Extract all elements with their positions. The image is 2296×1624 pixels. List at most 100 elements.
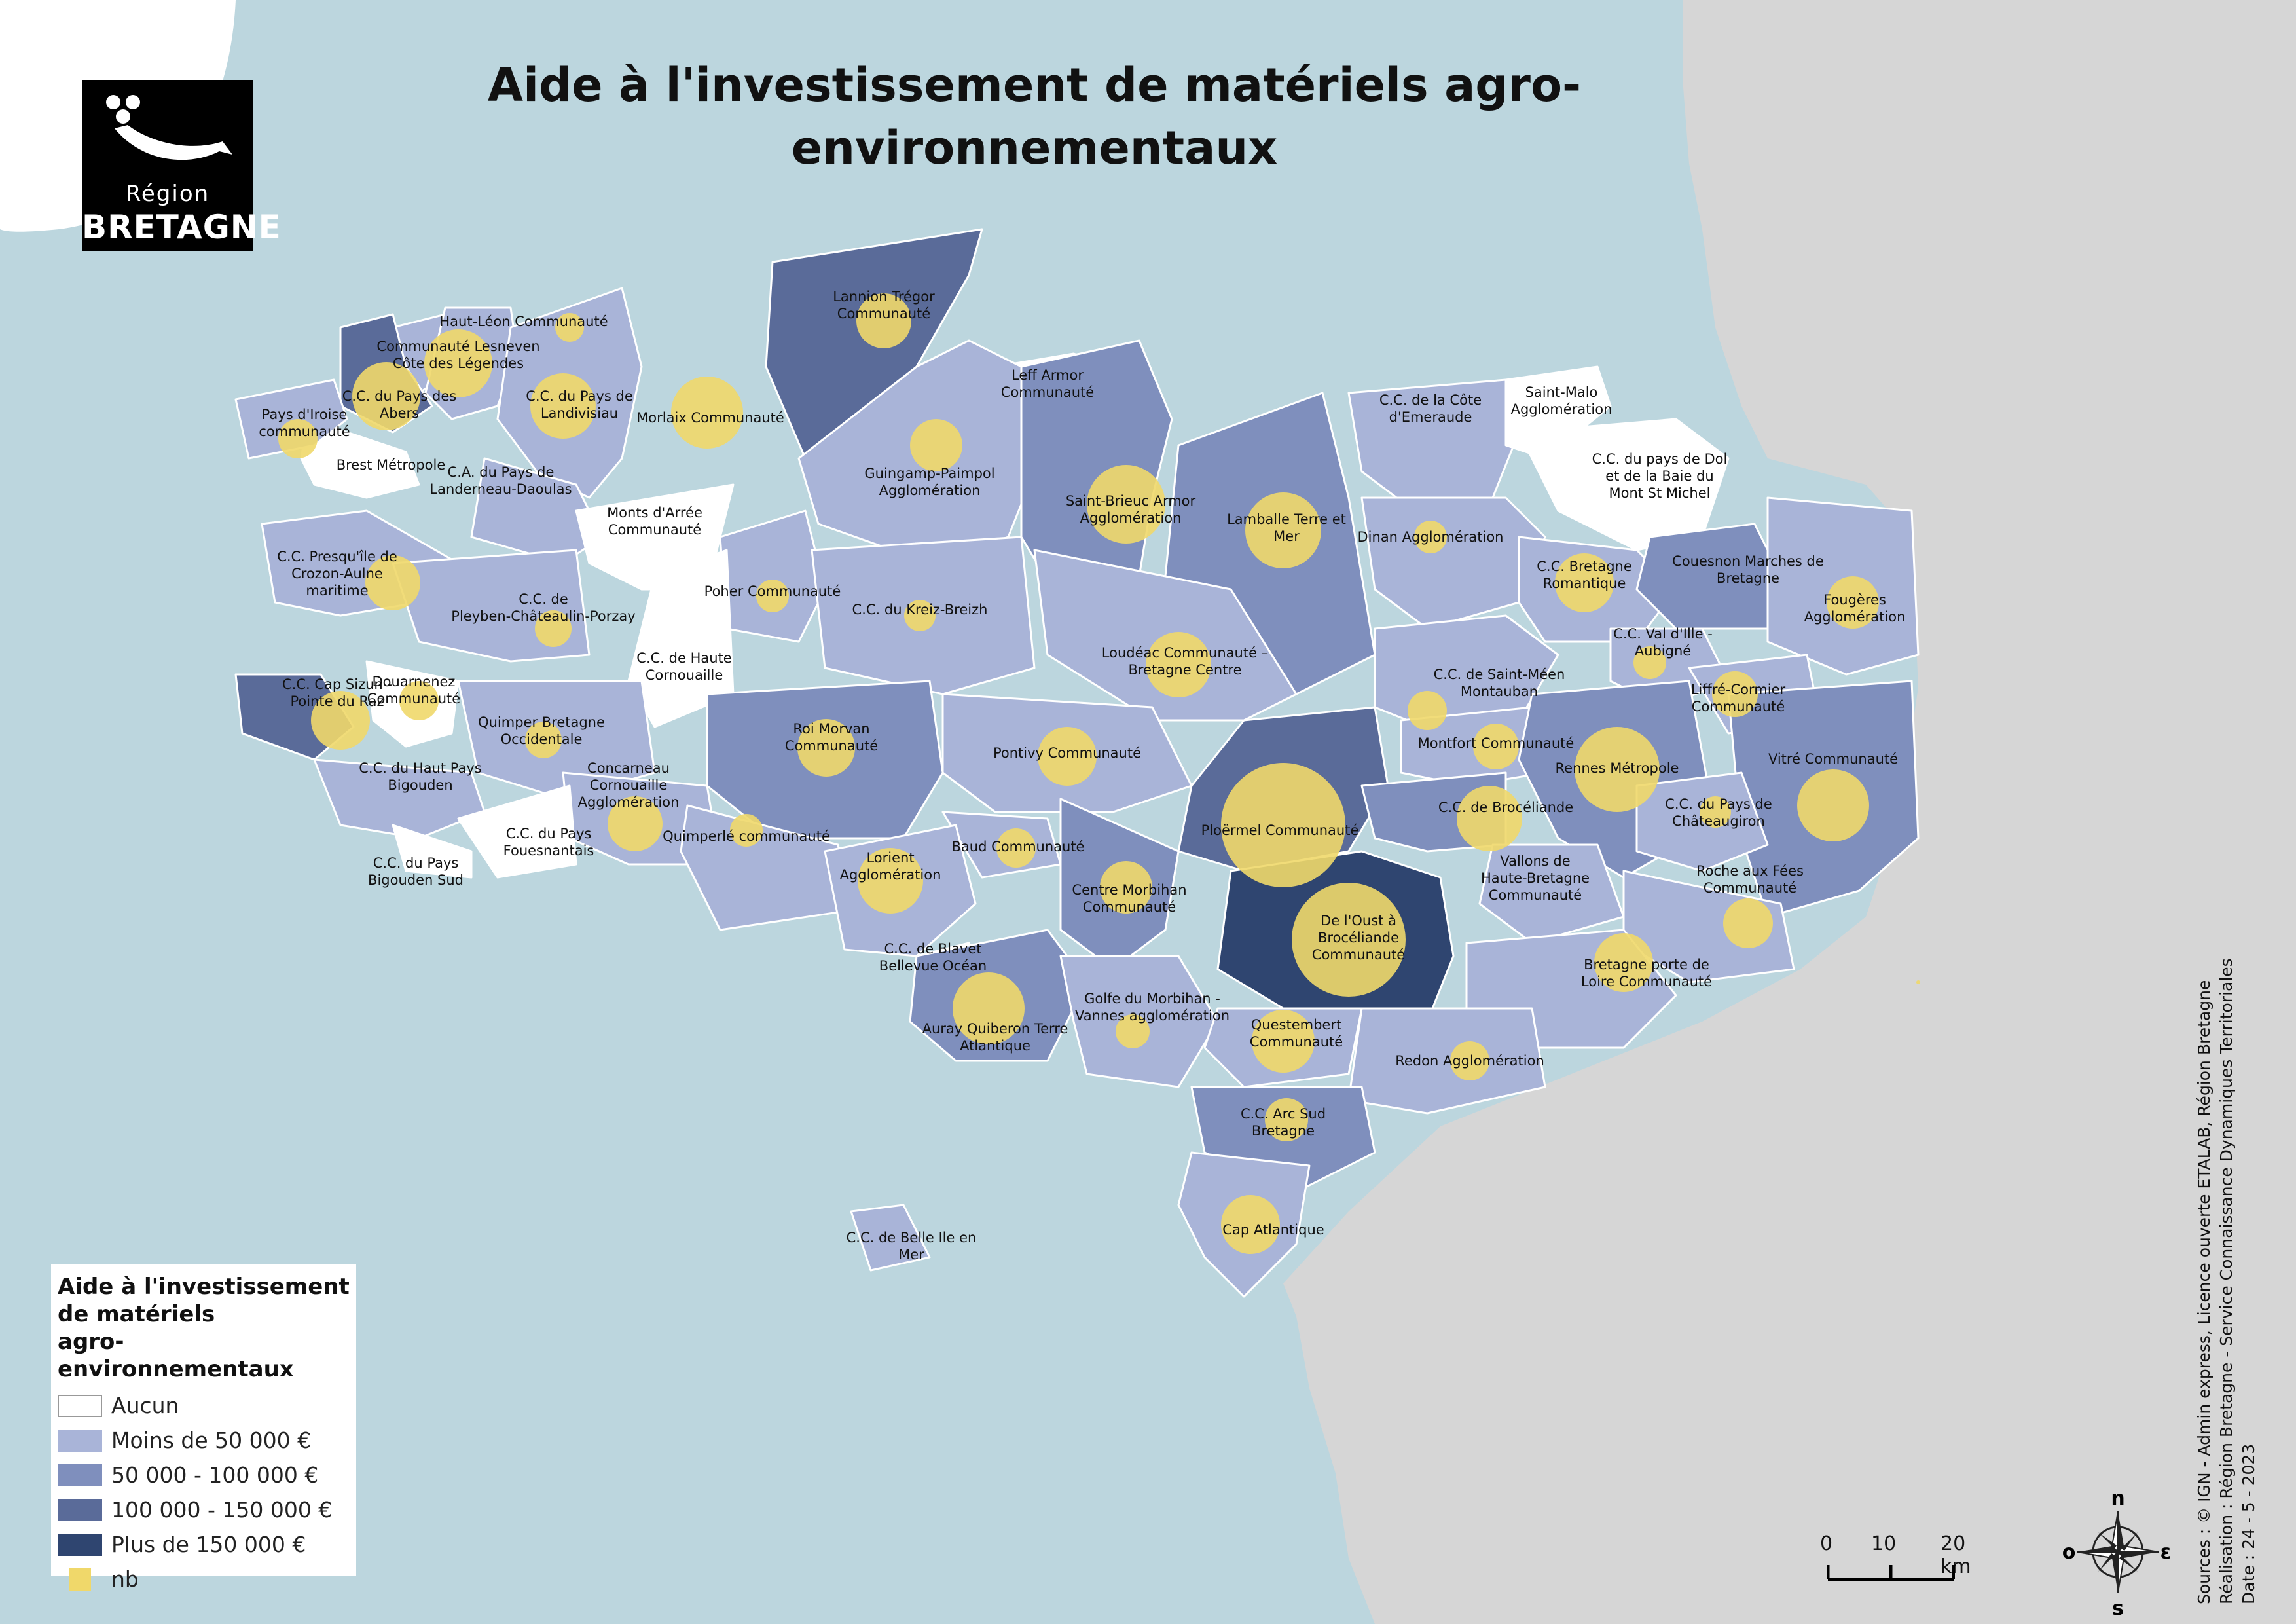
epci-label-line: Centre Morbihan (1072, 882, 1186, 898)
epci-label-line: Loudéac Communauté – (1102, 645, 1268, 661)
nb-bubble (1408, 691, 1447, 730)
epci-label-line: Couesnon Marches de (1672, 553, 1824, 569)
epci-label-line: Cornouaille (646, 667, 723, 683)
epci-region (392, 824, 473, 879)
epci-label-line: Landivisiau (541, 405, 618, 421)
epci-label-line: Pontivy Communauté (993, 745, 1141, 761)
epci-label: C.C. du Pays de Châteaugiron (1665, 796, 1772, 829)
epci-label-line: Liffré-Cormier (1691, 682, 1786, 697)
nb-bubble (910, 419, 962, 471)
nb-bubbles (278, 293, 1920, 1254)
nb-bubble (1575, 727, 1660, 812)
epci-label-line: Agglomération (1511, 401, 1613, 417)
epci-label-line: Poher Communauté (704, 583, 841, 599)
epci-label-line: Agglomération (840, 867, 941, 883)
epci-label: Roche aux Fées Communauté (1696, 863, 1804, 896)
epci-label: C.C. du Pays de Landivisiau (526, 388, 633, 421)
legend: Aide à l'investissement de matériels agr… (51, 1264, 356, 1592)
epci-label: Communauté Lesneven Côte des Légendes (376, 339, 539, 371)
epci-region (850, 1204, 931, 1272)
epci-label: C.C. du Kreiz-Breizh (852, 602, 988, 618)
epci-label: Vitré Communauté (1768, 751, 1898, 767)
epci-label-line: Questembert (1251, 1017, 1341, 1033)
outside-land (1283, 0, 2296, 1624)
epci-label: Lannion Trégor Communauté (833, 289, 935, 322)
epci-label-line: Crozon-Aulne (291, 566, 383, 581)
nb-bubble (1265, 1098, 1308, 1141)
legend-swatch (69, 1568, 91, 1591)
legend-swatch (58, 1533, 102, 1556)
legend-label: 50 000 - 100 000 € (111, 1462, 319, 1488)
epci-label-line: Bretagne Centre (1128, 662, 1241, 678)
nb-bubble (399, 681, 439, 720)
date-line: Date : 24 - 5 - 2023 (2239, 1443, 2258, 1604)
epci-label: Lorient Agglomération (840, 850, 941, 883)
nb-bubble (278, 419, 318, 458)
nb-bubble (1797, 769, 1869, 841)
epci-label-line: Communauté (608, 522, 701, 538)
epci-label-line: C.C. Val d'Ille - (1613, 626, 1713, 642)
nb-bubble (555, 313, 584, 342)
epci-label-line: Auray Quiberon Terre (922, 1021, 1068, 1037)
epci-label-line: Quimperlé communauté (663, 828, 830, 844)
epci-label-line: Haut-Léon Communauté (439, 314, 608, 329)
epci-label-line: Montfort Communauté (1418, 735, 1575, 751)
legend-item: Moins de 50 000 € (58, 1423, 350, 1458)
nb-bubble (1245, 492, 1321, 568)
nb-bubble (535, 610, 572, 647)
epci-label-line: Loire Communauté (1581, 974, 1712, 989)
compass-n: n (2111, 1487, 2124, 1510)
epci-label-line: Cornouaille (590, 777, 668, 793)
sources-text: Sources : © IGN - Admin express, Licence… (2193, 897, 2260, 1604)
epci-label-line: Côte des Légendes (393, 356, 524, 371)
epci-label-line: Communauté (1704, 880, 1796, 896)
epci-label: Golfe du Morbihan - Vannes agglomération (1075, 991, 1230, 1024)
epci-label: Quimper Bretagne Occidentale (478, 714, 605, 747)
legend-item: 100 000 - 150 000 € (58, 1492, 350, 1527)
epci-label-line: C.C. du Haut Pays (359, 760, 482, 776)
epci-label-line: Ploërmel Communauté (1201, 822, 1359, 838)
epci-label-line: Rennes Métropole (1556, 760, 1679, 776)
epci-label: Roi Morvan Communauté (785, 721, 878, 754)
scale-label-0: 0 (1820, 1532, 1833, 1555)
legend-title: Aide à l'investissement de matériels agr… (58, 1273, 350, 1383)
epci-label-line: Monts d'Arrée (607, 505, 702, 521)
epci-region (470, 457, 604, 564)
epci-label: Fougères Agglomération (1804, 592, 1906, 625)
epci-label: Montfort Communauté (1418, 735, 1575, 751)
logo-region-text: Région (125, 181, 210, 207)
epci-label-line: C.C. de Saint-Méen (1434, 667, 1565, 682)
legend-label: Plus de 150 000 € (111, 1532, 306, 1557)
epci-label: Loudéac Communauté – Bretagne Centre (1102, 645, 1268, 678)
scale-label-20: 20 km (1941, 1532, 1971, 1578)
compass-s: s (2112, 1597, 2124, 1617)
nb-bubble (1414, 521, 1447, 553)
epci-label-line: communauté (259, 424, 350, 439)
epci-label: Cap Atlantique (1222, 1222, 1324, 1238)
epci-label-line: Saint-Malo (1525, 384, 1598, 400)
epci-label-line: Roi Morvan (793, 721, 869, 737)
legend-swatch (58, 1394, 102, 1417)
epci-region (457, 784, 577, 879)
epci-label: Redon Agglomération (1395, 1053, 1544, 1069)
epci-label: C.C. de Saint-Méen Montauban (1434, 667, 1565, 699)
epci-label-line: Pointe du Raz (290, 693, 384, 709)
epci-label: C.C. du Haut Pays Bigouden (359, 760, 482, 793)
epci-label: C.C. de Pleyben-Châteaulin-Porzay (451, 591, 635, 624)
epci-label: C.C. de la Côte d'Emeraude (1379, 392, 1482, 425)
nb-bubble (1100, 861, 1152, 913)
nb-bubble (1916, 980, 1920, 984)
epci-label-line: Vallons de (1500, 853, 1570, 869)
nb-bubble (1700, 796, 1731, 828)
epci-label: Pontivy Communauté (993, 745, 1141, 761)
epci-label-line: Morlaix Communauté (636, 410, 784, 426)
epci-label: Poher Communauté (704, 583, 841, 599)
epci-label-line: Occidentale (501, 731, 583, 747)
legend-swatch (58, 1429, 102, 1452)
epci-label-line: C.C. Cap Sizun - (282, 676, 392, 692)
nb-bubble (1116, 1014, 1150, 1048)
epci-label-line: Communauté (1001, 384, 1094, 400)
epci-label-line: Baud Communauté (952, 839, 1085, 855)
epci-label-line: Mer (1273, 528, 1300, 544)
legend-label: Aucun (111, 1393, 179, 1418)
